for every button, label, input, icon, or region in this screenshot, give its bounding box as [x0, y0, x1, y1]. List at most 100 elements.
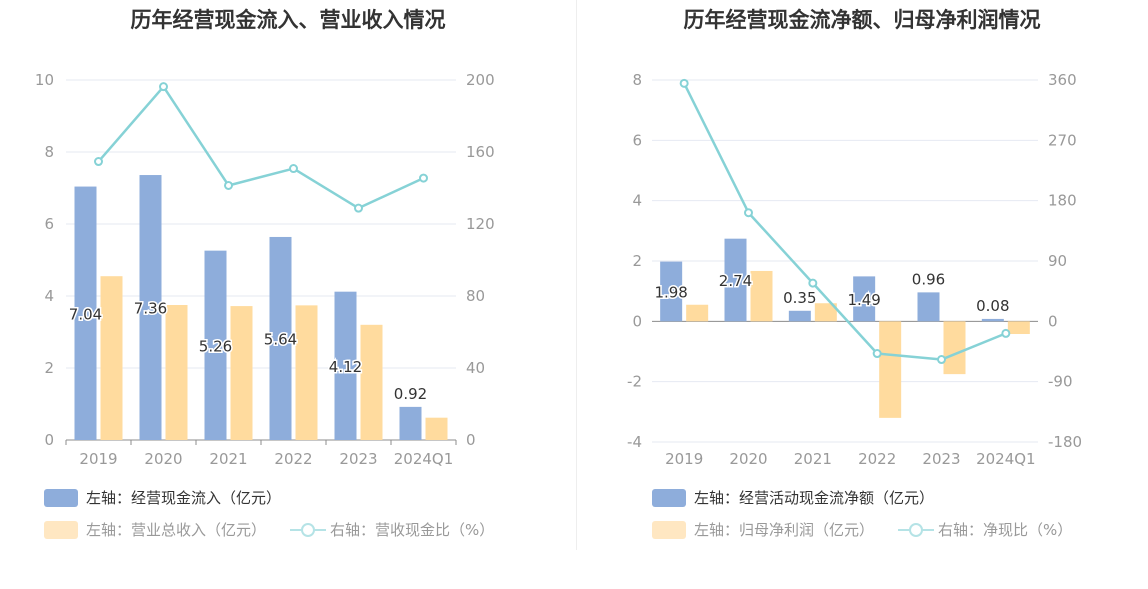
- left-data-label: 7.04: [69, 305, 102, 323]
- right-bar-secondary: [1007, 321, 1030, 335]
- right-bar-primary: [788, 310, 811, 322]
- left-right-tick-label: 0: [466, 431, 476, 449]
- legend-label-left-1: 左轴：营业总收入（亿元）: [86, 521, 267, 539]
- left-bar-primary: [269, 236, 292, 440]
- left-ratio-point: [289, 164, 298, 174]
- legend-item-left-1[interactable]: 左轴：营业总收入（亿元）: [44, 519, 266, 540]
- legend-swatch-left-0: [44, 488, 78, 507]
- right-bar-primary: [917, 292, 940, 322]
- legend-item-left-0[interactable]: 左轴：经营现金流入（亿元）: [44, 487, 281, 508]
- right-right-tick-label: 0: [1048, 312, 1058, 330]
- left-bar-secondary: [230, 306, 253, 440]
- right-category-label: 2019: [665, 450, 703, 468]
- legend-swatch-left-1: [44, 520, 78, 539]
- legend-label-right-1: 左轴：归母净利润（亿元）: [694, 521, 875, 539]
- right-right-tick-label: 90: [1048, 252, 1067, 270]
- right-left-tick-label: 4: [632, 192, 642, 210]
- chart-title-left: 历年经营现金流入、营业收入情况: [130, 8, 446, 32]
- right-bar-secondary: [814, 303, 837, 322]
- right-category-label: 2020: [729, 450, 767, 468]
- left-bar-primary: [74, 186, 97, 440]
- left-data-label: 5.26: [199, 337, 232, 355]
- right-ratio-point: [1001, 328, 1011, 338]
- legend-line-icon-right: [898, 522, 935, 537]
- legend-item-right-2[interactable]: 右轴：净现比（%）: [898, 519, 1072, 540]
- chart-svg-right: -4 -2 0 2 4 6 8 -180 -90 0 90 180 270 360 2019 2020 2021…: [627, 71, 1082, 468]
- right-bar-primary: [853, 276, 876, 322]
- right-bar-secondary: [686, 304, 709, 322]
- left-left-tick-label: 2: [44, 359, 54, 377]
- legend-swatch-right-1: [652, 520, 686, 539]
- right-right-tick-label: 180: [1048, 192, 1077, 210]
- left-right-tick-label: 120: [466, 215, 495, 233]
- left-left-tick-label: 6: [44, 215, 54, 233]
- right-category-label: 2022: [858, 450, 896, 468]
- left-left-tick-label: 0: [44, 431, 54, 449]
- right-data-label: 1.98: [654, 283, 687, 301]
- left-ratio-point: [94, 157, 103, 167]
- left-data-label: 4.12: [329, 358, 362, 376]
- left-ratio-point: [159, 82, 168, 92]
- right-ratio-line: [683, 82, 1007, 361]
- legend-label-right-2: 右轴：净现比（%）: [938, 521, 1073, 539]
- left-right-tick-label: 40: [466, 359, 485, 377]
- left-ratio-point: [224, 180, 233, 190]
- right-right-tick-label: 360: [1048, 71, 1077, 89]
- right-bar-primary: [724, 238, 747, 322]
- right-data-label: 1.49: [847, 291, 880, 309]
- left-data-label: 5.64: [264, 330, 297, 348]
- left-category-label: 2024Q1: [394, 450, 454, 468]
- right-left-tick-label: 2: [632, 252, 642, 270]
- left-bar-secondary: [360, 324, 383, 440]
- left-category-label: 2021: [209, 450, 247, 468]
- right-left-tick-label: -4: [627, 433, 642, 451]
- legend-item-right-1[interactable]: 左轴：归母净利润（亿元）: [652, 519, 874, 540]
- left-data-label: 0.92: [394, 385, 427, 403]
- left-bar-primary: [334, 291, 357, 440]
- chart-panel-right: 历年经营现金流净额、归母净利润情况 -4 -2 0 2 4 6 8 -180 -90 0 90 180…: [576, 0, 1148, 589]
- right-left-tick-label: 8: [632, 71, 642, 89]
- legend-label-left-0: 左轴：经营现金流入（亿元）: [86, 489, 282, 507]
- right-right-tick-label: -180: [1048, 433, 1082, 451]
- right-left-tick-label: 6: [632, 131, 642, 149]
- right-data-label: 0.08: [976, 297, 1009, 315]
- right-ratio-point: [679, 78, 689, 88]
- left-bar-secondary: [295, 305, 318, 440]
- left-right-tick-label: 200: [466, 71, 495, 89]
- left-ratio-line: [97, 85, 425, 210]
- right-left-tick-label: 0: [632, 312, 642, 330]
- right-bar-primary: [660, 261, 683, 322]
- right-category-label: 2021: [794, 450, 832, 468]
- right-ratio-point: [744, 208, 753, 218]
- right-category-label: 2023: [922, 450, 960, 468]
- right-bar-secondary: [879, 321, 902, 418]
- right-bar-secondary: [750, 270, 773, 322]
- right-left-tick-label: -2: [627, 373, 642, 391]
- chart-title-right: 历年经营现金流净额、归母净利润情况: [683, 8, 1041, 32]
- legend-swatch-right-0: [652, 488, 686, 507]
- chart-svg-left: 0 2 4 6 8 10 0 40 80 120 160 200 2019 2020 2021 2022 202…: [35, 71, 495, 468]
- right-data-label: 2.74: [719, 272, 752, 290]
- legend-item-right-0[interactable]: 左轴：经营活动现金流净额（亿元）: [652, 487, 934, 508]
- left-right-tick-label: 80: [466, 287, 485, 305]
- left-category-label: 2019: [79, 450, 117, 468]
- right-bar-primary: [981, 318, 1004, 322]
- left-left-tick-label: 4: [44, 287, 54, 305]
- left-bar-primary: [399, 406, 422, 440]
- right-data-label: 0.96: [912, 270, 945, 288]
- right-data-label: 0.35: [783, 289, 816, 307]
- left-left-tick-label: 10: [35, 71, 54, 89]
- left-bar-secondary: [165, 305, 188, 440]
- left-bar-secondary: [100, 276, 123, 440]
- legend-row-left-2: 左轴：营业总收入（亿元） 右轴：营收现金比（%）: [44, 519, 494, 540]
- legend-item-left-2[interactable]: 右轴：营收现金比（%）: [290, 519, 494, 540]
- left-left-tick-label: 8: [44, 143, 54, 161]
- legend-label-left-2: 右轴：营收现金比（%）: [330, 521, 495, 539]
- legend-line-icon-left: [290, 522, 327, 537]
- legend-label-right-0: 左轴：经营活动现金流净额（亿元）: [694, 489, 935, 507]
- left-data-label: 7.36: [134, 300, 167, 318]
- left-category-label: 2020: [144, 450, 182, 468]
- left-ratio-point: [419, 173, 428, 183]
- left-category-label: 2023: [339, 450, 377, 468]
